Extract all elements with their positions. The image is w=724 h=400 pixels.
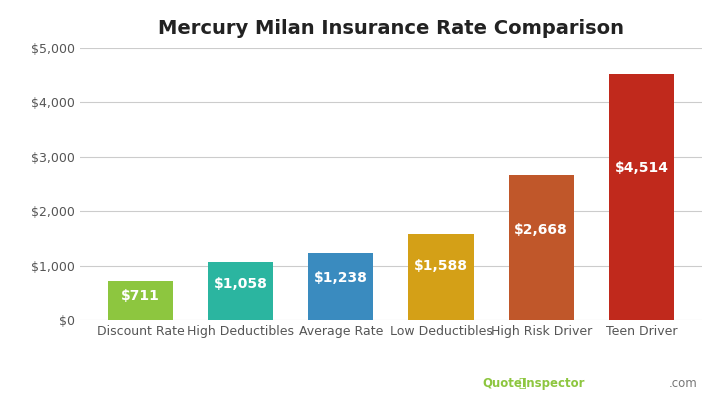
- Text: $1,588: $1,588: [414, 260, 468, 274]
- Bar: [108, 281, 173, 320]
- Text: $1,058: $1,058: [214, 277, 268, 291]
- Bar: [509, 175, 574, 320]
- Text: $711: $711: [121, 289, 160, 303]
- Text: Ⓜ: Ⓜ: [518, 377, 526, 390]
- Title: Mercury Milan Insurance Rate Comparison: Mercury Milan Insurance Rate Comparison: [158, 19, 624, 38]
- Text: $2,668: $2,668: [514, 223, 568, 237]
- Text: $1,238: $1,238: [314, 271, 368, 285]
- Bar: [208, 262, 273, 320]
- Text: QuoteInspector: QuoteInspector: [482, 377, 585, 390]
- Bar: [308, 253, 374, 320]
- Bar: [609, 74, 674, 320]
- Text: $4,514: $4,514: [615, 161, 668, 175]
- Text: .com: .com: [668, 377, 697, 390]
- Bar: [408, 234, 473, 320]
